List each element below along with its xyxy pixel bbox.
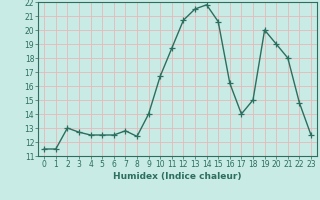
X-axis label: Humidex (Indice chaleur): Humidex (Indice chaleur)	[113, 172, 242, 181]
